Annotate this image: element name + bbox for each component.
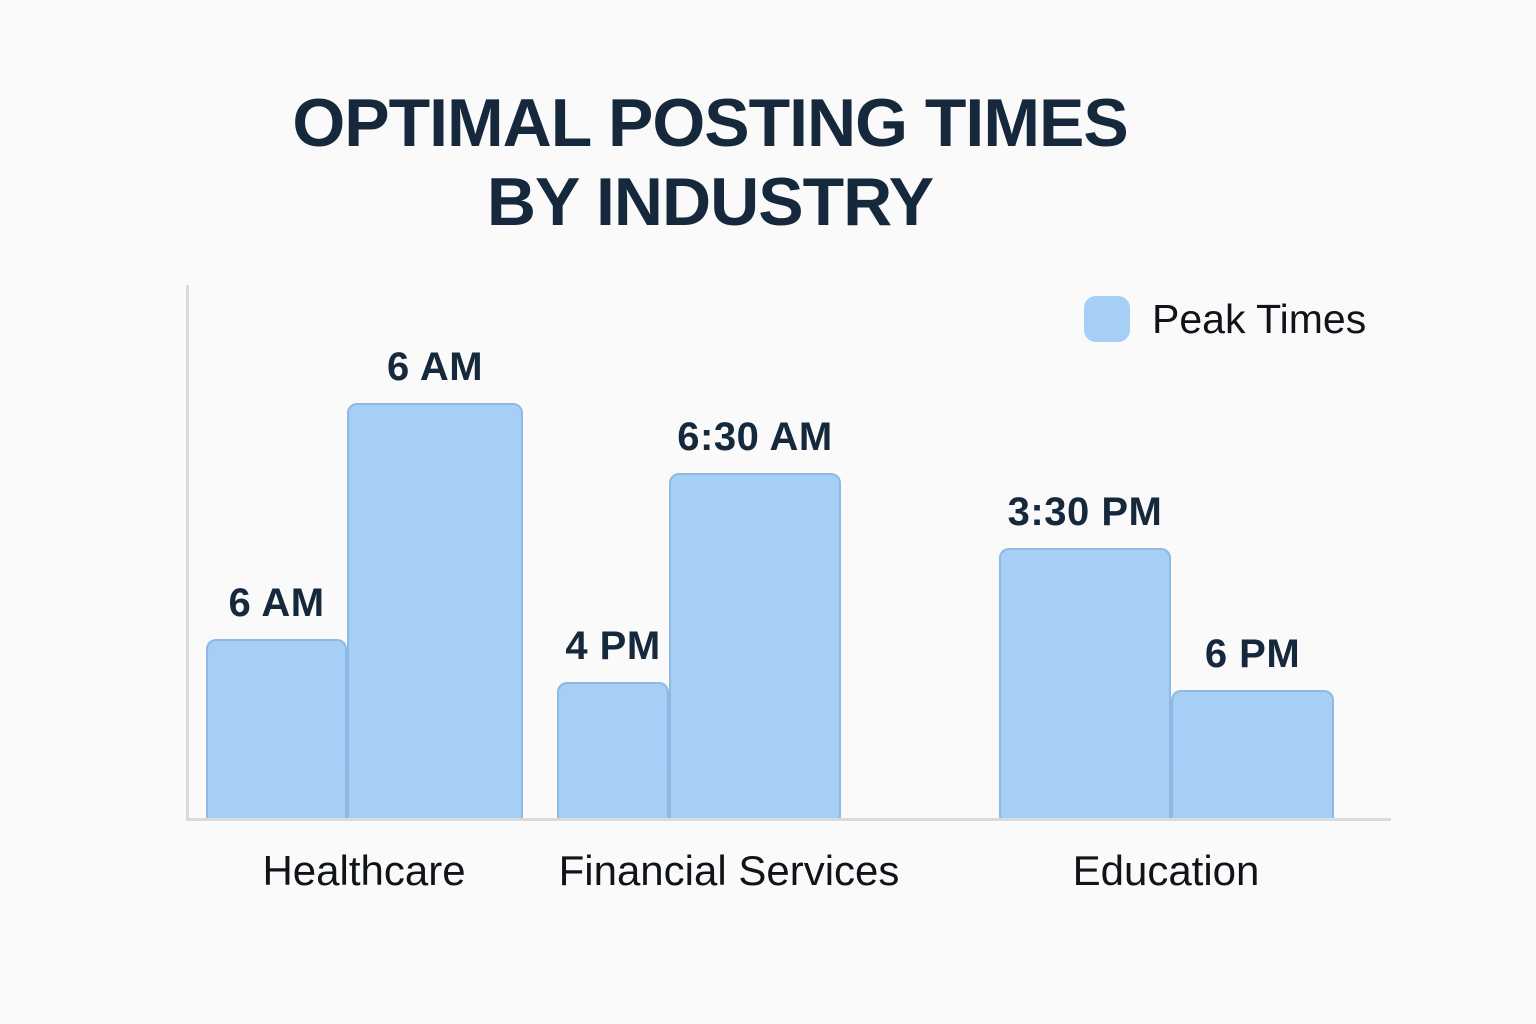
bar — [999, 548, 1171, 818]
legend: Peak Times — [1084, 296, 1366, 342]
bar-value-label: 6 AM — [386, 345, 484, 389]
category-label: Financial Services — [558, 847, 900, 894]
bar — [1171, 690, 1334, 818]
bar — [557, 682, 669, 818]
bar-value-label: 6 PM — [1204, 632, 1301, 676]
bar-value-label: 6 AM — [228, 581, 325, 625]
bar-value-label: 4 PM — [565, 624, 661, 668]
category-label: Healthcare — [262, 847, 466, 894]
legend-label: Peak Times — [1152, 296, 1367, 342]
legend-swatch-icon — [1084, 296, 1130, 342]
chart-title-line1: OPTIMAL POSTING TIMES — [292, 85, 1128, 161]
x-axis-line — [186, 818, 1391, 821]
bar — [206, 639, 347, 818]
bar — [347, 403, 523, 818]
y-axis-line — [186, 285, 189, 821]
bar-value-label: 3:30 PM — [1007, 490, 1163, 534]
bar — [669, 473, 841, 818]
bar-value-label: 6:30 AM — [677, 415, 833, 459]
chart-title: OPTIMAL POSTING TIMES BY INDUSTRY — [0, 84, 1420, 242]
chart-title-line2: BY INDUSTRY — [486, 164, 934, 240]
category-label: Education — [1072, 847, 1260, 894]
